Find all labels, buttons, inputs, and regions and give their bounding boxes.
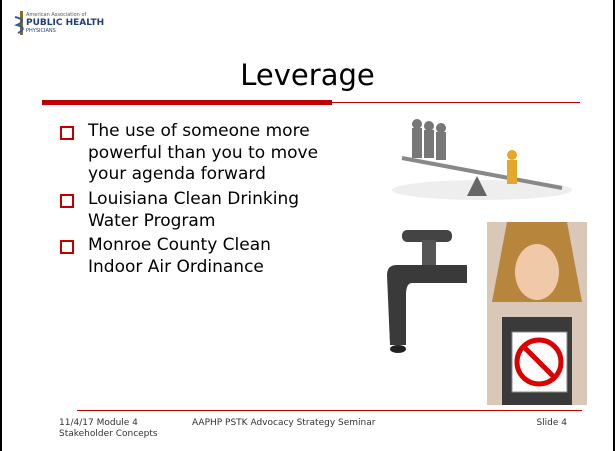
- bullet: Louisiana Clean Drinking Water Program: [60, 189, 320, 232]
- footer-date: 11/4/17: [59, 418, 94, 428]
- title-rule: [42, 100, 332, 105]
- bullet-marker: [60, 126, 74, 140]
- seesaw-image: [387, 118, 577, 203]
- slide: American Association of PUBLIC HEALTH PH…: [0, 0, 615, 451]
- logo-line: PUBLIC HEALTH: [26, 18, 104, 28]
- bullet-text: The use of someone more powerful than yo…: [88, 121, 318, 184]
- footer-slide-number: Slide 4: [502, 418, 567, 429]
- bullet-text: Louisiana Clean Drinking Water Program: [88, 189, 299, 231]
- footer-rule: [77, 410, 582, 411]
- bullet-marker: [60, 240, 74, 254]
- title-rule: [332, 102, 580, 103]
- footer-left: 11/4/17 Module 4 Stakeholder Concepts: [59, 418, 159, 440]
- faucet-image: [382, 225, 477, 360]
- footer-center: AAPHP PSTK Advocacy Strategy Seminar: [192, 418, 375, 429]
- no-smoking-image: [487, 222, 587, 405]
- slide-title: Leverage: [2, 58, 613, 92]
- bullet-text: Monroe County Clean Indoor Air Ordinance: [88, 235, 271, 277]
- bullet: The use of someone more powerful than yo…: [60, 121, 320, 186]
- bullet: Monroe County Clean Indoor Air Ordinance: [60, 235, 320, 278]
- bullet-marker: [60, 194, 74, 208]
- logo-line: PHYSICIANS: [26, 28, 56, 34]
